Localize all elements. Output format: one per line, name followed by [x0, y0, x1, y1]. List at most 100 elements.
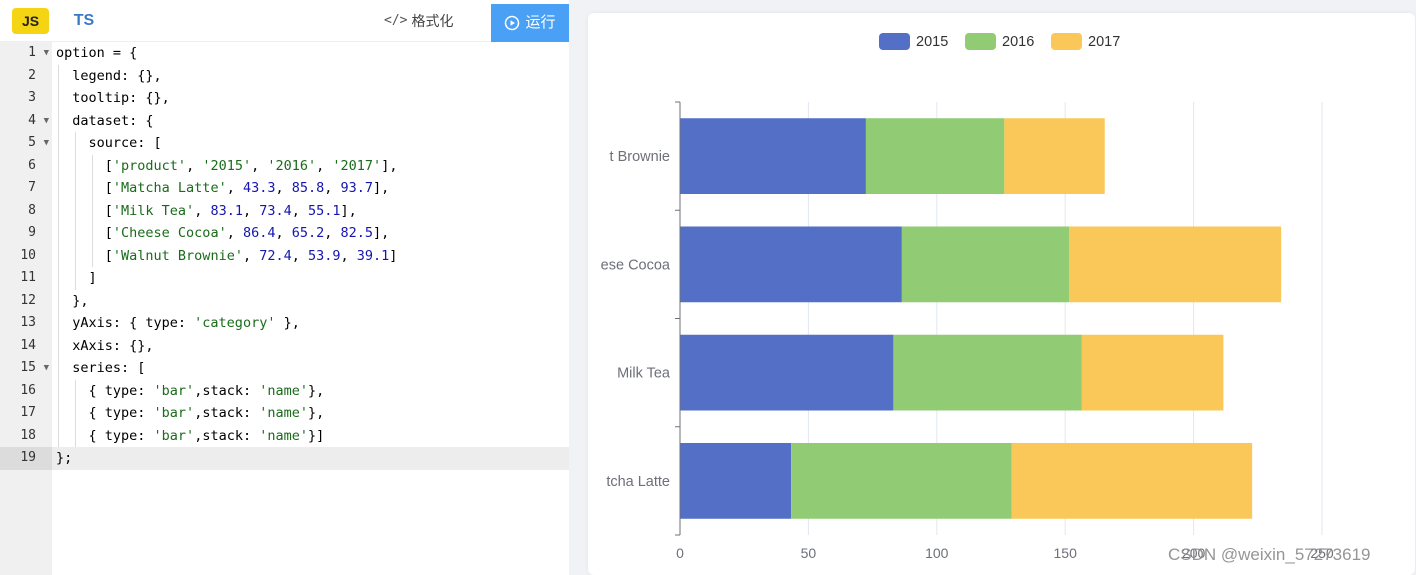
code-line[interactable]: { type: 'bar',stack: 'name'}] — [56, 425, 325, 448]
code-token: }, — [275, 315, 300, 331]
bar-2015-walnut-brownie — [680, 118, 866, 195]
line-number: 16 — [0, 380, 52, 403]
line-number: 8 — [0, 200, 52, 223]
x-axis-tick-label: 200 — [1182, 545, 1206, 561]
code-token: [ — [56, 202, 113, 219]
code-line[interactable]: { type: 'bar',stack: 'name'}, — [56, 380, 325, 403]
bar-2015-milk-tea — [680, 334, 894, 411]
legend-label-2017: 2017 — [1088, 34, 1120, 50]
code-token: { type: — [56, 427, 154, 444]
code-token: , — [251, 157, 268, 174]
code-token: ] — [56, 270, 97, 286]
number-token: 73.4 — [259, 202, 292, 219]
x-axis-tick-label: 250 — [1310, 545, 1334, 561]
legend-label-2015: 2015 — [916, 34, 948, 50]
play-circle-icon — [505, 15, 520, 31]
code-token: option = { — [56, 45, 138, 61]
code-token: , — [291, 202, 309, 219]
line-number: 15 ▼ — [0, 357, 52, 380]
code-line[interactable]: }, — [56, 290, 88, 313]
code-area[interactable]: 1 ▼ 2 3 4 ▼ 5 ▼ 6 7 8 9 10 11 12 13 14 15 ▼ 16 17 18 19 option… — [0, 42, 569, 575]
legend-swatch-2016 — [965, 33, 996, 50]
code-token: source: [ — [56, 135, 162, 151]
code-token: , — [291, 247, 308, 264]
fold-arrow-icon[interactable]: ▼ — [43, 363, 49, 373]
code-line[interactable]: tooltip: {}, — [56, 87, 170, 110]
code-line[interactable]: dataset: { — [56, 110, 153, 133]
fold-arrow-icon[interactable]: ▼ — [43, 138, 49, 148]
line-number: 11 — [0, 267, 52, 290]
line-number: 10 — [0, 245, 52, 268]
line-number-text: 15 — [20, 360, 36, 375]
tab-js[interactable]: JS — [12, 8, 49, 34]
line-number: 1 ▼ — [0, 42, 52, 65]
code-token: xAxis: {}, — [56, 337, 154, 354]
editor-toolbar: JS TS </> 格式化 运行 — [0, 0, 569, 42]
code-line[interactable]: ['Milk Tea', 83.1, 73.4, 55.1], — [56, 200, 357, 223]
string-token: 'bar' — [153, 427, 195, 444]
code-line[interactable]: series: [ — [56, 357, 145, 380]
number-token: 93.7 — [340, 180, 374, 196]
string-token: '2017' — [332, 157, 382, 174]
code-line[interactable]: ] — [56, 267, 97, 290]
code-line[interactable]: xAxis: {}, — [56, 335, 154, 358]
indent-guide — [75, 132, 76, 290]
code-line[interactable]: ['Walnut Brownie', 72.4, 53.9, 39.1] — [56, 245, 398, 268]
line-number-text: 18 — [20, 427, 36, 443]
code-line[interactable]: yAxis: { type: 'category' }, — [56, 312, 300, 335]
code-token: , — [226, 225, 243, 241]
line-number: 13 — [0, 312, 52, 335]
line-number-text: 9 — [28, 225, 36, 240]
bar-2017-walnut-brownie — [1004, 118, 1105, 195]
code-line[interactable]: { type: 'bar',stack: 'name'}, — [56, 402, 325, 425]
x-axis-tick-label: 50 — [801, 545, 817, 561]
line-number-text: 19 — [20, 450, 36, 465]
fold-arrow-icon[interactable]: ▼ — [43, 115, 49, 126]
legend-label-2016: 2016 — [1002, 34, 1034, 50]
indent-guide — [58, 64, 59, 447]
line-number-text: 13 — [20, 315, 36, 330]
format-label: 格式化 — [411, 13, 454, 29]
fold-arrow-icon[interactable]: ▼ — [43, 48, 49, 58]
number-token: 72.4 — [259, 247, 292, 264]
code-token: , — [340, 247, 357, 264]
code-token: , — [226, 180, 243, 196]
line-number-text: 3 — [28, 90, 36, 105]
active-line-highlight — [52, 447, 569, 470]
code-token: }, — [308, 405, 325, 421]
number-token: 83.1 — [210, 202, 243, 219]
code-line[interactable]: option = { — [56, 42, 137, 65]
tab-ts[interactable]: TS — [73, 12, 95, 29]
string-token: 'Walnut Brownie' — [112, 247, 243, 264]
code-line[interactable]: legend: {}, — [56, 65, 161, 88]
string-token: 'Matcha Latte' — [112, 180, 227, 196]
number-token: 55.1 — [308, 202, 341, 219]
line-number: 19 — [0, 447, 52, 470]
line-number-text: 7 — [28, 180, 36, 195]
code-token: { type: — [56, 382, 154, 399]
line-number-text: 12 — [20, 292, 36, 308]
code-line[interactable]: }; — [56, 447, 72, 470]
format-button[interactable]: </> 格式化 — [384, 8, 474, 34]
line-number: 6 — [0, 155, 52, 178]
line-number-text: 16 — [20, 382, 36, 398]
x-axis-tick-label: 100 — [925, 545, 949, 561]
bar-2017-matcha-latte — [1011, 442, 1253, 519]
code-token: , — [194, 202, 211, 219]
string-token: 'Milk Tea' — [112, 202, 195, 219]
y-axis-label: tcha Latte — [606, 474, 670, 490]
code-line[interactable]: ['Cheese Cocoa', 86.4, 65.2, 82.5], — [56, 222, 390, 245]
code-token: ,stack: — [194, 405, 260, 421]
bar-2017-milk-tea — [1081, 334, 1224, 411]
run-button[interactable]: 运行 — [491, 4, 569, 42]
bar-2015-matcha-latte — [680, 442, 792, 519]
string-token: 'name' — [259, 405, 308, 421]
string-token: 'name' — [259, 382, 308, 399]
line-number-text: 17 — [20, 405, 36, 420]
code-token: , — [275, 180, 292, 196]
code-line[interactable]: source: [ — [56, 132, 162, 155]
bar-2016-cheese-cocoa — [901, 226, 1070, 303]
code-line[interactable]: ['Matcha Latte', 43.3, 85.8, 93.7], — [56, 177, 390, 200]
code-line[interactable]: ['product', '2015', '2016', '2017'], — [56, 155, 398, 178]
